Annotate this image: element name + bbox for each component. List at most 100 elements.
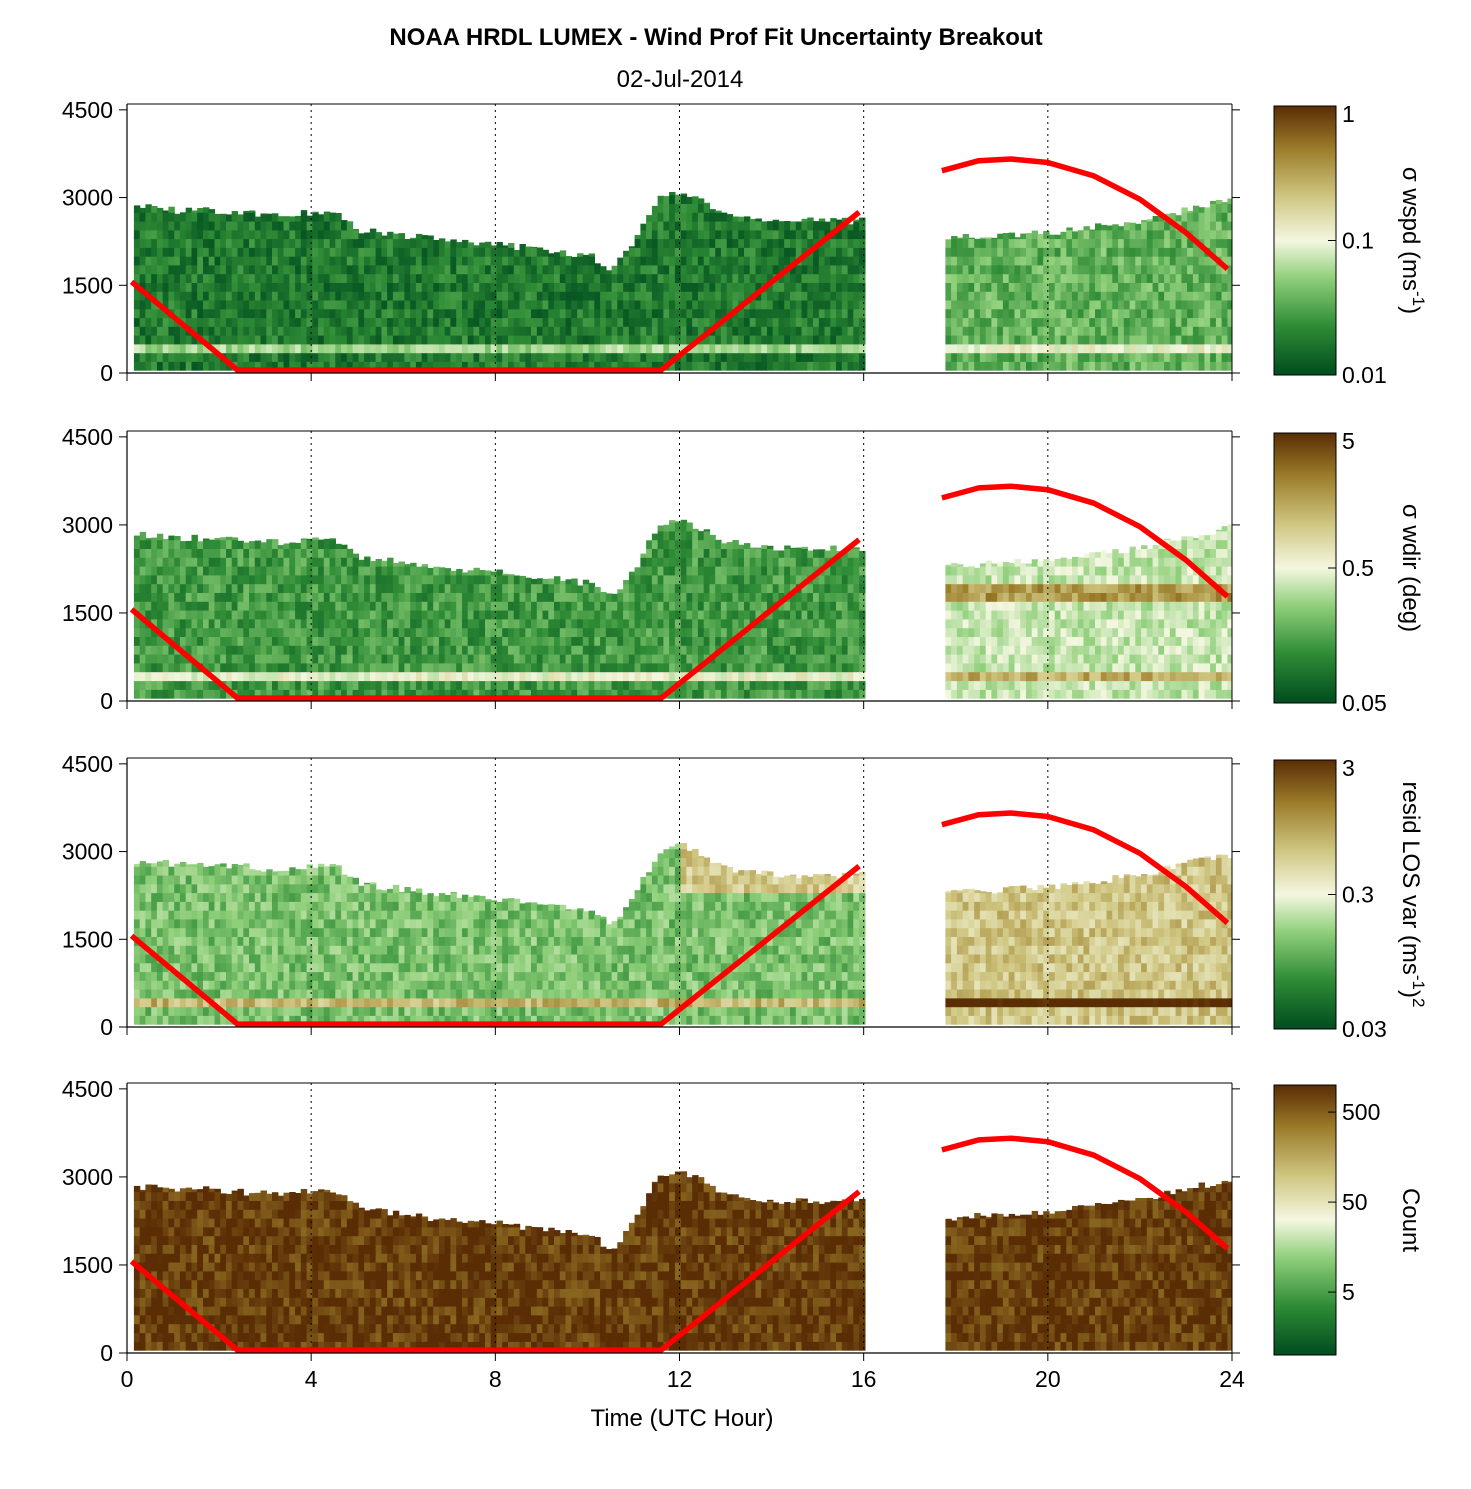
- heatmap-cell: [1031, 326, 1039, 336]
- heatmap-cell: [272, 689, 279, 699]
- heatmap-cell: [410, 645, 417, 655]
- heatmap-cell: [346, 610, 354, 620]
- heatmap-cell: [657, 618, 664, 629]
- heatmap-cell: [145, 636, 152, 646]
- heatmap-cell: [438, 264, 446, 275]
- heatmap-cell: [168, 282, 175, 292]
- heatmap-cell: [767, 627, 774, 637]
- heatmap-cell: [628, 618, 636, 629]
- heatmap-cell: [249, 610, 256, 620]
- heatmap-cell: [300, 592, 308, 602]
- heatmap-cell: [272, 361, 279, 371]
- heatmap-cell: [1129, 256, 1136, 266]
- heatmap-cell: [594, 689, 601, 699]
- heatmap-cell: [208, 264, 216, 275]
- heatmap-cell: [1066, 247, 1073, 257]
- heatmap-cell: [156, 335, 164, 345]
- heatmap-cell: [640, 583, 647, 593]
- heatmap-cell: [260, 343, 267, 354]
- heatmap-cell: [467, 282, 475, 292]
- heatmap-cell: [508, 282, 515, 292]
- heatmap-cell: [588, 256, 595, 266]
- heatmap-cell: [502, 592, 509, 602]
- heatmap-cell: [628, 689, 636, 699]
- heatmap-cell: [450, 343, 457, 354]
- heatmap-cell: [594, 326, 601, 336]
- heatmap-cell: [513, 654, 521, 664]
- heatmap-cell: [300, 273, 308, 283]
- heatmap-cell: [836, 352, 843, 362]
- heatmap-cell: [513, 662, 521, 673]
- heatmap-cell: [1164, 273, 1171, 283]
- heatmap-cell: [502, 573, 509, 576]
- heatmap-cell: [415, 566, 423, 576]
- heatmap-cell: [485, 574, 492, 585]
- heatmap-cell: [646, 557, 653, 567]
- heatmap-cell: [226, 352, 233, 362]
- heatmap-cell: [703, 256, 711, 266]
- heatmap-cell: [778, 610, 785, 620]
- heatmap-cell: [231, 662, 239, 673]
- heatmap-cell: [1106, 238, 1113, 248]
- heatmap-cell: [588, 671, 595, 682]
- heatmap-cell: [243, 361, 250, 371]
- heatmap-cell: [628, 601, 636, 611]
- heatmap-cell: [444, 361, 452, 371]
- heatmap-cell: [450, 326, 457, 336]
- heatmap-cell: [525, 689, 532, 699]
- heatmap-cell: [1112, 361, 1119, 371]
- heatmap-cell: [208, 352, 216, 362]
- heatmap-cell: [392, 326, 400, 336]
- heatmap-cell: [554, 317, 561, 327]
- heatmap-cell: [715, 574, 722, 585]
- heatmap-cell: [289, 216, 296, 222]
- heatmap-cell: [813, 299, 820, 310]
- heatmap-cell: [312, 627, 319, 637]
- heatmap-cell: [956, 317, 964, 327]
- heatmap-cell: [617, 610, 624, 620]
- heatmap-cell: [277, 601, 285, 611]
- heatmap-cell: [410, 671, 417, 682]
- heatmap-cell: [628, 352, 636, 362]
- heatmap-cell: [300, 343, 308, 354]
- heatmap-cell: [853, 326, 860, 336]
- heatmap-cell: [669, 291, 676, 301]
- heatmap-cell: [709, 282, 716, 292]
- heatmap-cell: [133, 317, 141, 327]
- heatmap-cell: [945, 291, 952, 301]
- heatmap-cell: [830, 264, 837, 275]
- heatmap-cell: [237, 689, 244, 699]
- heatmap-cell: [1158, 361, 1165, 371]
- heatmap-cell: [237, 680, 244, 690]
- heatmap-cell: [1210, 256, 1217, 266]
- heatmap-cell: [703, 238, 711, 248]
- heatmap-cell: [283, 273, 290, 283]
- heatmap-cell: [761, 352, 768, 362]
- heatmap-cell: [312, 645, 319, 655]
- heatmap-cell: [744, 273, 751, 283]
- heatmap-cell: [208, 618, 216, 629]
- heatmap-cell: [594, 264, 601, 275]
- heatmap-cell: [329, 601, 336, 611]
- heatmap-cell: [1221, 308, 1228, 319]
- heatmap-cell: [847, 256, 854, 266]
- heatmap-cell: [720, 361, 728, 371]
- heatmap-cell: [1020, 282, 1027, 292]
- heatmap-cell: [951, 343, 958, 354]
- heatmap-cell: [663, 229, 670, 240]
- heatmap-cell: [145, 238, 152, 248]
- heatmap-cell: [421, 566, 429, 576]
- heatmap-cell: [174, 229, 181, 240]
- heatmap-cell: [185, 671, 193, 682]
- heatmap-cell: [836, 273, 843, 283]
- heatmap-cell: [381, 264, 388, 275]
- heatmap-cell: [133, 335, 141, 345]
- heatmap-cell: [243, 308, 250, 319]
- heatmap-cell: [404, 273, 411, 283]
- heatmap-cell: [318, 689, 325, 699]
- heatmap-cell: [784, 308, 791, 319]
- heatmap-cell: [410, 326, 417, 336]
- heatmap-cell: [680, 193, 688, 196]
- heatmap-cell: [1215, 229, 1223, 240]
- heatmap-cell: [738, 645, 745, 655]
